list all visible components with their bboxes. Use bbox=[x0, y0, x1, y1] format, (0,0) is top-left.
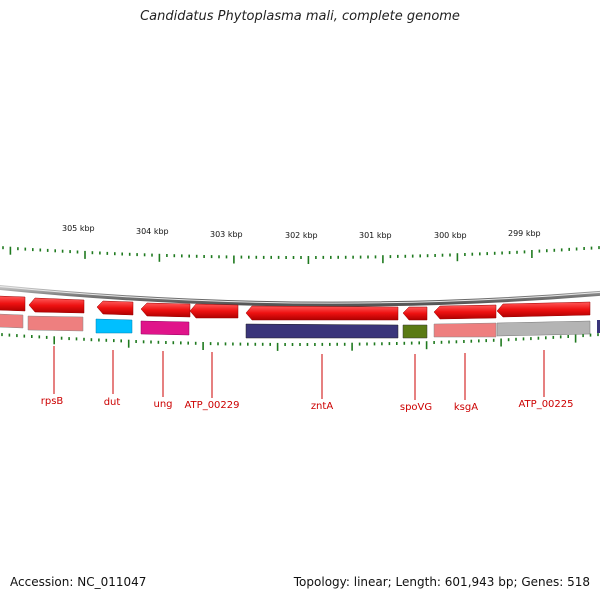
cds-arrow-spoVG[interactable] bbox=[402, 306, 428, 321]
cds-arrow[interactable] bbox=[0, 295, 26, 312]
gene-label-dut[interactable]: dut bbox=[104, 397, 121, 408]
scale-labels: 305 kbp 304 kbp 303 kbp 302 kbp 301 kbp … bbox=[62, 224, 541, 240]
scale-label-304: 304 kbp bbox=[136, 227, 169, 236]
genome-backbone bbox=[0, 284, 600, 307]
cog-block-ung bbox=[140, 320, 190, 336]
label-leaders bbox=[53, 346, 545, 400]
gene-labels: rpsB dut ung ATP_00229 zntA spoVG ksgA A… bbox=[41, 396, 574, 413]
cds-arrow-dut[interactable] bbox=[96, 300, 134, 316]
cog-block-ATP_00225 bbox=[496, 320, 591, 337]
cog-block-edge bbox=[597, 320, 600, 333]
cds-arrow-ung[interactable] bbox=[140, 302, 191, 318]
cds-arrow-ATP_00229[interactable] bbox=[189, 303, 239, 319]
cog-block-dut bbox=[95, 318, 133, 334]
gene-label-ung[interactable]: ung bbox=[153, 399, 172, 410]
gene-label-zntA[interactable]: zntA bbox=[311, 401, 334, 412]
gene-label-spoVG[interactable]: spoVG bbox=[400, 402, 432, 413]
genome-stats-text: Topology: linear; Length: 601,943 bp; Ge… bbox=[293, 575, 590, 589]
gene-label-rpsB[interactable]: rpsB bbox=[41, 396, 64, 407]
scale-label-299: 299 kbp bbox=[508, 229, 541, 238]
cds-arrow-rpsB[interactable] bbox=[28, 297, 85, 314]
scale-ticks-bottom bbox=[1, 333, 599, 351]
cog-block-ksgA bbox=[433, 322, 497, 338]
cog-track bbox=[0, 313, 600, 339]
map-title: Candidatus Phytoplasma mali, complete ge… bbox=[140, 9, 460, 24]
cds-arrow-ATP_00225[interactable] bbox=[496, 301, 591, 318]
gene-label-ATP_00225[interactable]: ATP_00225 bbox=[518, 399, 573, 410]
scale-label-300: 300 kbp bbox=[434, 231, 467, 240]
scale-label-302: 302 kbp bbox=[285, 231, 318, 240]
accession-text: Accession: NC_011047 bbox=[10, 575, 147, 589]
cog-block bbox=[0, 313, 24, 329]
gene-label-ATP_00229[interactable]: ATP_00229 bbox=[184, 400, 239, 411]
cds-track bbox=[0, 295, 591, 321]
cds-arrow-ksgA[interactable] bbox=[433, 304, 497, 320]
cog-block-zntA bbox=[245, 323, 399, 339]
scale-label-303: 303 kbp bbox=[210, 230, 243, 239]
cog-block-rpsB bbox=[27, 315, 84, 332]
gene-label-ksgA[interactable]: ksgA bbox=[454, 402, 478, 413]
scale-label-305: 305 kbp bbox=[62, 224, 95, 233]
scale-label-301: 301 kbp bbox=[359, 231, 392, 240]
scale-ticks-top bbox=[2, 246, 600, 264]
cds-arrow-zntA[interactable] bbox=[245, 305, 399, 321]
cog-block-spoVG bbox=[402, 324, 428, 339]
